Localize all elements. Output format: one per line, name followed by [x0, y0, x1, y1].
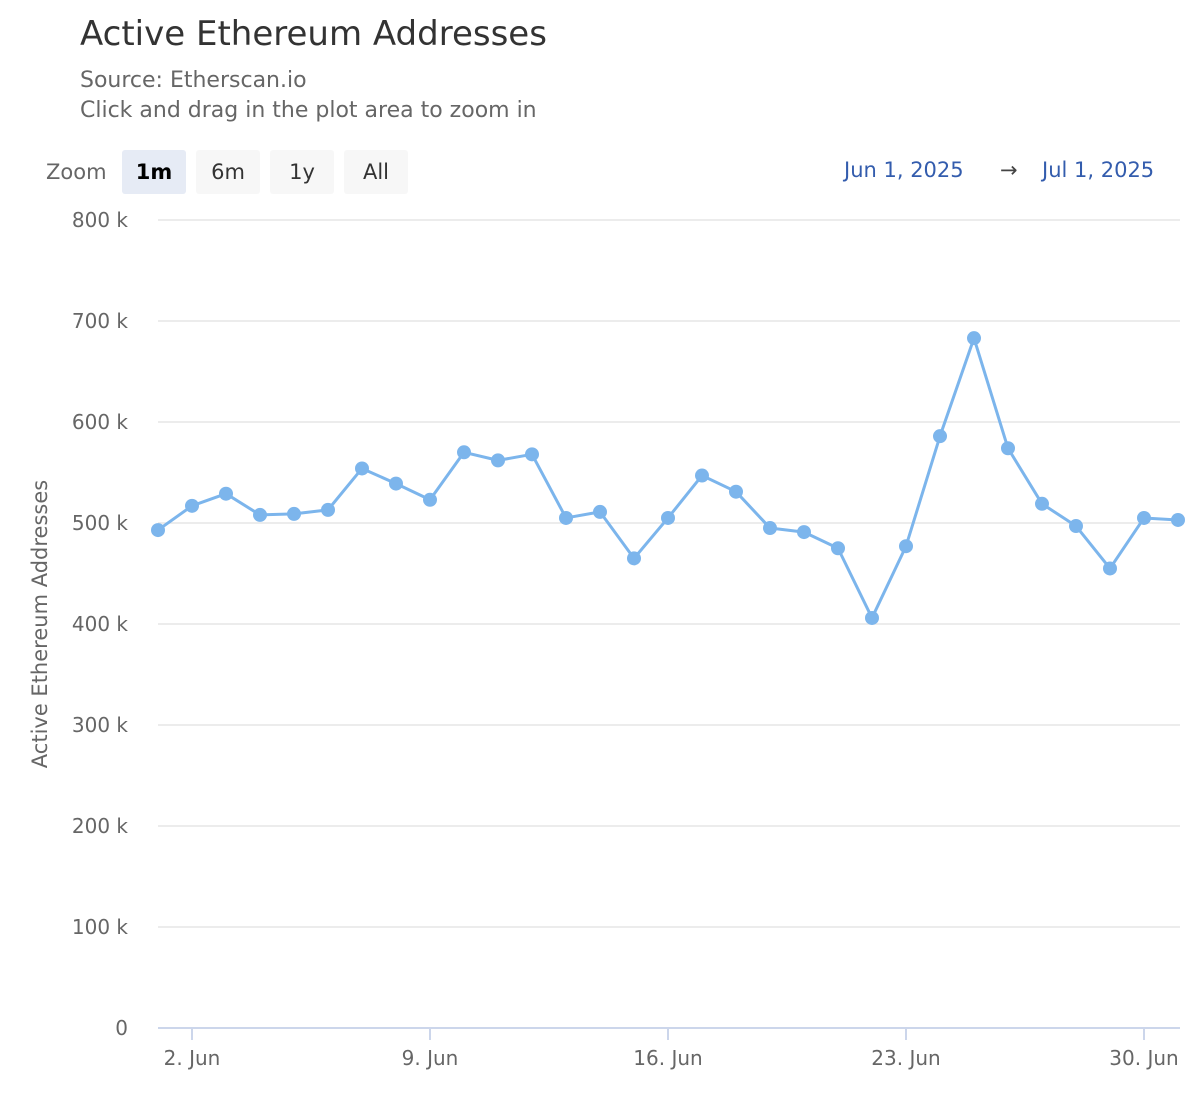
- zoom-all-button[interactable]: All: [344, 150, 408, 194]
- y-tick-label: 300 k: [72, 713, 129, 737]
- x-tick-label: 23. Jun: [871, 1046, 940, 1070]
- y-tick-label: 600 k: [72, 410, 129, 434]
- data-point[interactable]: [933, 429, 947, 444]
- data-point[interactable]: [219, 486, 233, 501]
- data-point[interactable]: [423, 492, 437, 507]
- data-point[interactable]: [967, 331, 981, 346]
- data-point[interactable]: [1069, 519, 1083, 534]
- data-point[interactable]: [797, 525, 811, 540]
- zoom-hint: Click and drag in the plot area to zoom …: [80, 98, 537, 123]
- data-point[interactable]: [899, 539, 913, 554]
- range-arrow: →: [1000, 158, 1018, 182]
- data-point[interactable]: [1035, 496, 1049, 511]
- x-tick-label: 2. Jun: [164, 1046, 221, 1070]
- data-point[interactable]: [185, 498, 199, 513]
- data-point[interactable]: [151, 523, 165, 538]
- chart-source: Source: Etherscan.io: [80, 68, 307, 93]
- data-point[interactable]: [627, 551, 641, 566]
- data-point[interactable]: [355, 461, 369, 476]
- y-tick-label: 100 k: [72, 915, 129, 939]
- y-tick-label: 500 k: [72, 511, 129, 535]
- data-point[interactable]: [491, 453, 505, 468]
- data-point[interactable]: [1103, 561, 1117, 576]
- y-axis-label: Active Ethereum Addresses: [28, 480, 52, 768]
- data-point[interactable]: [559, 510, 573, 525]
- y-tick-label: 800 k: [72, 208, 129, 232]
- data-point[interactable]: [287, 506, 301, 521]
- data-point[interactable]: [763, 521, 777, 536]
- data-point[interactable]: [865, 610, 879, 625]
- data-point[interactable]: [661, 510, 675, 525]
- chart-title: Active Ethereum Addresses: [80, 14, 547, 54]
- data-point[interactable]: [729, 484, 743, 499]
- y-tick-label: 700 k: [72, 309, 129, 333]
- series-line: [157, 336, 1179, 620]
- y-tick-label: 0: [115, 1016, 128, 1040]
- data-point[interactable]: [253, 507, 267, 522]
- data-point[interactable]: [457, 445, 471, 460]
- data-point[interactable]: [593, 504, 607, 519]
- data-point[interactable]: [389, 476, 403, 491]
- range-to-input[interactable]: Jul 1, 2025: [1042, 158, 1155, 182]
- zoom-1y-button[interactable]: 1y: [270, 150, 334, 194]
- range-from-input[interactable]: Jun 1, 2025: [844, 158, 964, 182]
- x-tick-label: 30. Jun: [1109, 1046, 1178, 1070]
- x-tick-label: 16. Jun: [633, 1046, 702, 1070]
- x-tick-label: 9. Jun: [402, 1046, 459, 1070]
- data-point[interactable]: [831, 541, 845, 556]
- data-point[interactable]: [1137, 510, 1151, 525]
- data-point[interactable]: [1001, 441, 1015, 456]
- zoom-1m-button[interactable]: 1m: [122, 150, 186, 194]
- data-point[interactable]: [1171, 512, 1185, 527]
- y-tick-label: 200 k: [72, 814, 129, 838]
- data-point[interactable]: [695, 468, 709, 483]
- zoom-label: Zoom: [46, 160, 107, 184]
- data-point[interactable]: [525, 447, 539, 462]
- y-tick-label: 400 k: [72, 612, 129, 636]
- data-point[interactable]: [321, 502, 335, 517]
- zoom-6m-button[interactable]: 6m: [196, 150, 260, 194]
